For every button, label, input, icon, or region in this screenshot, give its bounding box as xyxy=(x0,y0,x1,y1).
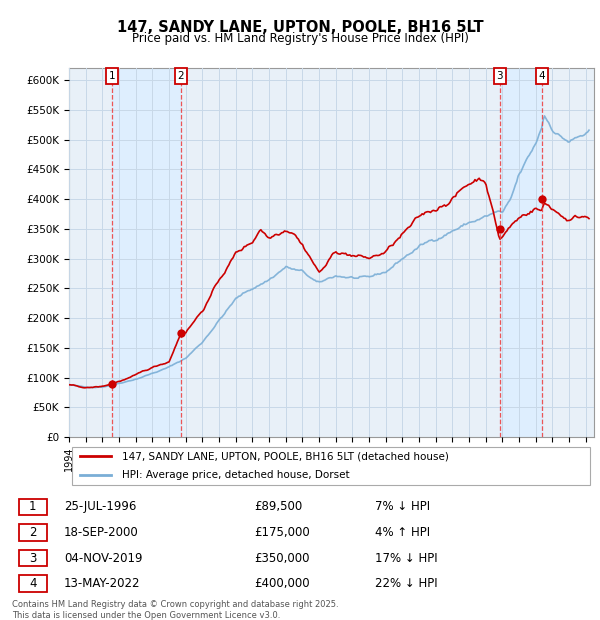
Text: 1: 1 xyxy=(109,71,115,81)
Text: 7% ↓ HPI: 7% ↓ HPI xyxy=(375,500,430,513)
FancyBboxPatch shape xyxy=(71,446,590,485)
Text: 147, SANDY LANE, UPTON, POOLE, BH16 5LT (detached house): 147, SANDY LANE, UPTON, POOLE, BH16 5LT … xyxy=(121,451,448,461)
Text: Price paid vs. HM Land Registry's House Price Index (HPI): Price paid vs. HM Land Registry's House … xyxy=(131,32,469,45)
FancyBboxPatch shape xyxy=(19,524,47,541)
Text: 2: 2 xyxy=(178,71,184,81)
Text: 3: 3 xyxy=(29,552,37,565)
Text: £350,000: £350,000 xyxy=(254,552,310,565)
FancyBboxPatch shape xyxy=(19,550,47,567)
Text: 04-NOV-2019: 04-NOV-2019 xyxy=(64,552,142,565)
Text: £175,000: £175,000 xyxy=(254,526,310,539)
Text: 17% ↓ HPI: 17% ↓ HPI xyxy=(375,552,437,565)
Text: 22% ↓ HPI: 22% ↓ HPI xyxy=(375,577,437,590)
Text: £400,000: £400,000 xyxy=(254,577,310,590)
Text: 1: 1 xyxy=(29,500,37,513)
FancyBboxPatch shape xyxy=(19,498,47,515)
Text: 4: 4 xyxy=(29,577,37,590)
Text: £89,500: £89,500 xyxy=(254,500,302,513)
Text: 147, SANDY LANE, UPTON, POOLE, BH16 5LT: 147, SANDY LANE, UPTON, POOLE, BH16 5LT xyxy=(116,20,484,35)
Text: 13-MAY-2022: 13-MAY-2022 xyxy=(64,577,140,590)
Text: HPI: Average price, detached house, Dorset: HPI: Average price, detached house, Dors… xyxy=(121,470,349,480)
FancyBboxPatch shape xyxy=(19,575,47,592)
Text: Contains HM Land Registry data © Crown copyright and database right 2025.
This d: Contains HM Land Registry data © Crown c… xyxy=(12,600,338,619)
Bar xyxy=(112,68,181,437)
Text: 4% ↑ HPI: 4% ↑ HPI xyxy=(375,526,430,539)
Text: 3: 3 xyxy=(496,71,503,81)
Text: 25-JUL-1996: 25-JUL-1996 xyxy=(64,500,136,513)
Text: 18-SEP-2000: 18-SEP-2000 xyxy=(64,526,139,539)
Text: 4: 4 xyxy=(539,71,545,81)
Bar xyxy=(500,68,542,437)
Text: 2: 2 xyxy=(29,526,37,539)
